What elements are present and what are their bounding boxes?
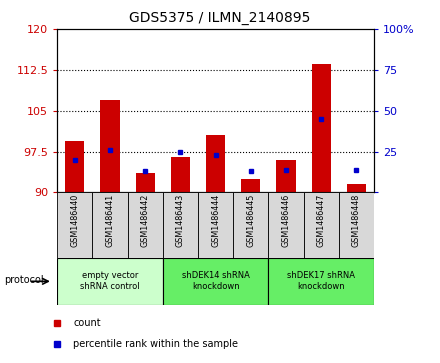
Text: GDS5375 / ILMN_2140895: GDS5375 / ILMN_2140895 (129, 11, 311, 25)
Text: shDEK17 shRNA
knockdown: shDEK17 shRNA knockdown (287, 271, 355, 291)
Bar (347, 184, 366, 192)
Text: GSM1486441: GSM1486441 (106, 194, 114, 247)
Bar (65, 140, 84, 192)
Text: percentile rank within the sample: percentile rank within the sample (73, 339, 238, 349)
Bar (276, 160, 296, 192)
Text: GSM1486444: GSM1486444 (211, 194, 220, 247)
Bar (163, 192, 198, 258)
Text: GSM1486448: GSM1486448 (352, 194, 361, 247)
Bar (268, 192, 304, 258)
Bar (241, 179, 260, 192)
Bar (136, 173, 155, 192)
Bar (128, 192, 163, 258)
Bar (206, 135, 225, 192)
Bar (57, 258, 163, 305)
Text: GSM1486446: GSM1486446 (282, 194, 290, 247)
Bar (339, 192, 374, 258)
Text: GSM1486445: GSM1486445 (246, 194, 255, 247)
Bar (100, 100, 120, 192)
Text: protocol: protocol (4, 274, 44, 285)
Bar (57, 192, 92, 258)
Text: empty vector
shRNA control: empty vector shRNA control (80, 271, 140, 291)
Text: GSM1486443: GSM1486443 (176, 194, 185, 247)
Bar (163, 258, 268, 305)
Bar (92, 192, 128, 258)
Bar (198, 192, 233, 258)
Bar (304, 192, 339, 258)
Text: GSM1486447: GSM1486447 (317, 194, 326, 247)
Text: GSM1486440: GSM1486440 (70, 194, 79, 247)
Bar (171, 157, 190, 192)
Bar (268, 258, 374, 305)
Text: GSM1486442: GSM1486442 (141, 194, 150, 247)
Bar (233, 192, 268, 258)
Text: shDEK14 shRNA
knockdown: shDEK14 shRNA knockdown (182, 271, 249, 291)
Text: count: count (73, 318, 101, 328)
Bar (312, 65, 331, 192)
